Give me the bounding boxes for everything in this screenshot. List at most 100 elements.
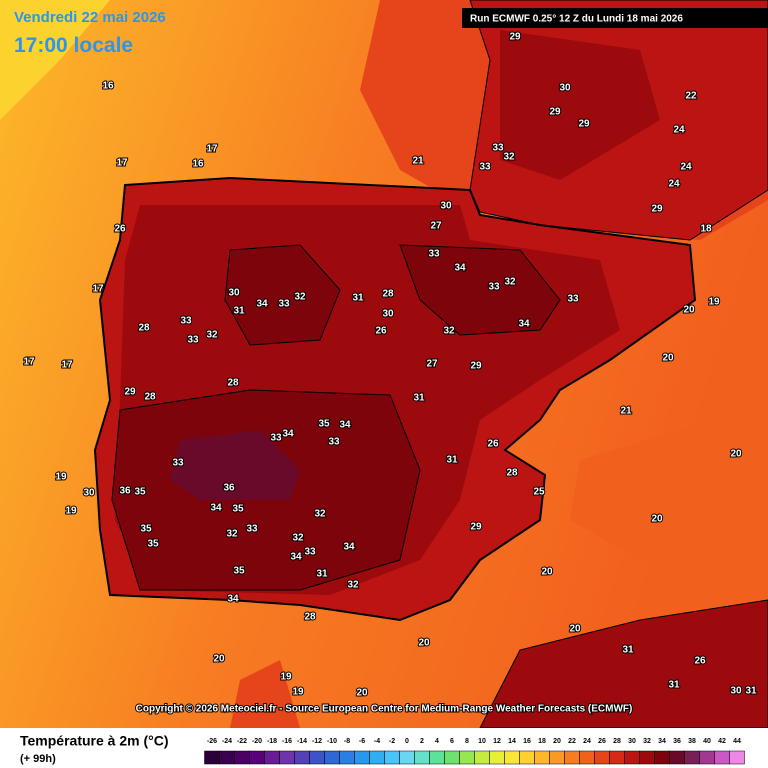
temperature-label: 22 — [685, 91, 697, 102]
legend-swatch — [579, 750, 595, 765]
cool-zone — [0, 0, 110, 120]
legend-tick-label: 10 — [478, 738, 486, 745]
copyright: Copyright © 2026 Meteociel.fr - Source E… — [136, 704, 633, 715]
legend-tick-label: -14 — [297, 738, 307, 745]
legend-tick-label: -22 — [237, 738, 247, 745]
temperature-label: 30 — [228, 288, 240, 299]
temperature-label: 31 — [622, 645, 634, 656]
temperature-label: 29 — [549, 107, 561, 118]
temperature-label: 28 — [304, 612, 316, 623]
temperature-label: 20 — [418, 638, 430, 649]
temperature-label: 17 — [206, 144, 218, 155]
morocco — [230, 660, 300, 728]
legend-tick-label: -24 — [222, 738, 232, 745]
legend-tick-label: -20 — [252, 738, 262, 745]
temperature-label: 32 — [294, 292, 306, 303]
legend-swatch — [219, 750, 235, 765]
temperature-label: 33 — [479, 162, 491, 173]
temperature-label: 30 — [382, 309, 394, 320]
temperature-label: 28 — [144, 392, 156, 403]
temperature-label: 29 — [470, 361, 482, 372]
legend-tick-label: 0 — [405, 738, 409, 745]
legend-swatch — [534, 750, 550, 765]
legend-swatch — [399, 750, 415, 765]
legend-swatch — [624, 750, 640, 765]
legend-tick-label: 34 — [658, 738, 666, 745]
legend-tick-label: 36 — [673, 738, 681, 745]
legend-swatch — [474, 750, 490, 765]
legend-swatch — [594, 750, 610, 765]
legend-tick-label: -12 — [312, 738, 322, 745]
legend-tick-label: 18 — [538, 738, 546, 745]
legend-tick-label: 40 — [703, 738, 711, 745]
temperature-label: 34 — [339, 420, 351, 431]
temperature-label: 17 — [92, 284, 104, 295]
temperature-label: 31 — [668, 680, 680, 691]
temperature-label: 33 — [428, 249, 440, 260]
temperature-label: 35 — [134, 487, 146, 498]
temperature-label: 34 — [454, 263, 466, 274]
temperature-label: 26 — [694, 656, 706, 667]
legend-swatch — [504, 750, 520, 765]
temperature-label: 30 — [83, 488, 95, 499]
temperature-label: 34 — [210, 503, 222, 514]
temperature-label: 31 — [446, 455, 458, 466]
temperature-label: 35 — [318, 419, 330, 430]
legend-tick-label: 22 — [568, 738, 576, 745]
temperature-label: 32 — [503, 152, 515, 163]
temperature-label: 21 — [620, 406, 632, 417]
legend-swatch — [204, 750, 220, 765]
temperature-label: 24 — [673, 125, 685, 136]
legend-tick-label: 16 — [523, 738, 531, 745]
legend-swatch — [519, 750, 535, 765]
legend-swatch — [669, 750, 685, 765]
baleares — [570, 420, 768, 560]
legend-swatch — [369, 750, 385, 765]
temperature-label: 36 — [223, 483, 235, 494]
temperature-label: 33 — [180, 316, 192, 327]
legend-tick-label: -2 — [389, 738, 395, 745]
temperature-label: 19 — [55, 472, 67, 483]
legend-swatch — [429, 750, 445, 765]
temperature-label: 31 — [316, 569, 328, 580]
temperature-label: 33 — [172, 458, 184, 469]
time-label: 17:00 locale — [14, 34, 133, 57]
legend-swatch — [354, 750, 370, 765]
legend-swatch — [264, 750, 280, 765]
temperature-label: 31 — [745, 686, 757, 697]
temperature-label: 26 — [487, 439, 499, 450]
legend-tick-label: 38 — [688, 738, 696, 745]
temperature-label: 20 — [651, 514, 663, 525]
temperature-label: 28 — [382, 289, 394, 300]
legend-tick-label: -16 — [282, 738, 292, 745]
temperature-label: 17 — [61, 360, 73, 371]
legend-tick-label: 14 — [508, 738, 516, 745]
temperature-label: 36 — [119, 486, 131, 497]
temperature-label: 35 — [233, 566, 245, 577]
temperature-label: 32 — [206, 330, 218, 341]
temperature-label: 20 — [541, 567, 553, 578]
legend-swatch — [234, 750, 250, 765]
temperature-label: 16 — [192, 159, 204, 170]
legend-title: Température à 2m (°C) — [20, 733, 169, 749]
legend-swatch — [609, 750, 625, 765]
temperature-label: 29 — [124, 387, 136, 398]
temperature-label: 17 — [23, 357, 35, 368]
temperature-label: 19 — [280, 672, 292, 683]
temperature-label: 32 — [443, 326, 455, 337]
temperature-label: 34 — [290, 552, 302, 563]
temperature-label: 20 — [213, 654, 225, 665]
temperature-label: 29 — [470, 522, 482, 533]
temperature-label: 20 — [569, 624, 581, 635]
legend-tick-label: 4 — [435, 738, 439, 745]
temperature-label: 35 — [140, 524, 152, 535]
legend-tick-label: -10 — [327, 738, 337, 745]
legend-swatch — [729, 750, 745, 765]
legend-swatch — [294, 750, 310, 765]
run-box — [462, 8, 768, 28]
temperature-label: 30 — [440, 201, 452, 212]
temperature-label: 32 — [347, 580, 359, 591]
legend-swatch — [714, 750, 730, 765]
